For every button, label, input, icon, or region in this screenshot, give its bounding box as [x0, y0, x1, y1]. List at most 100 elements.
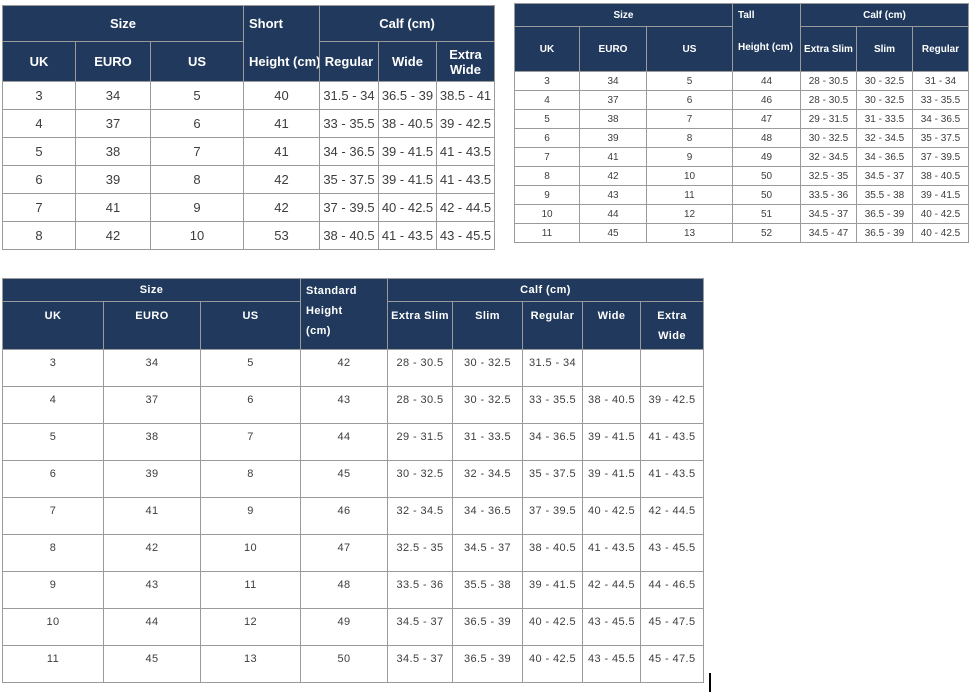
table-cell [582, 349, 641, 387]
table-cell: 44 [579, 204, 647, 224]
table-cell: 37 - 39.5 [912, 147, 969, 167]
table-cell: 35 - 37.5 [912, 128, 969, 148]
table-cell: 50 [732, 166, 801, 186]
table-cell: 48 [300, 571, 388, 609]
table-cell: 39 - 41.5 [378, 137, 437, 166]
table-cell: 6 [150, 109, 244, 138]
table-cell: 42 [300, 349, 388, 387]
table-cell: 28 - 30.5 [800, 90, 857, 110]
height-column-header: Standard Height (cm) [300, 278, 388, 350]
table-cell: 29 - 31.5 [800, 109, 857, 129]
table-cell: 34 - 36.5 [522, 423, 583, 461]
table-cell: 38 - 40.5 [319, 221, 379, 250]
col-header-extra-slim: Extra Slim [387, 301, 453, 350]
col-header-wide: Wide [378, 41, 437, 82]
col-header-extra-wide: Extra Wide [640, 301, 704, 350]
table-cell: 30 - 32.5 [452, 386, 523, 424]
table-cell: 35.5 - 38 [856, 185, 913, 205]
col-header-slim: Slim [856, 26, 913, 72]
col-header-us: US [200, 301, 301, 350]
table-cell: 7 [2, 193, 76, 222]
table-cell: 7 [514, 147, 580, 167]
table-cell: 8 [514, 166, 580, 186]
table-row: 7 41 9 46 32 - 34.5 34 - 36.5 37 - 39.5 40 - 42… [2, 497, 704, 535]
table-cell: 11 [514, 223, 580, 243]
table-cell: 34.5 - 37 [856, 166, 913, 186]
table-cell: 41 - 43.5 [435, 165, 496, 194]
table-cell: 46 [732, 90, 801, 110]
table-cell: 5 [150, 81, 244, 110]
table-cell: 41 [243, 109, 320, 138]
table-cell: 3 [514, 71, 580, 91]
table-cell: 34 - 36.5 [452, 497, 523, 535]
col-header-regular: Regular [319, 41, 379, 82]
table-row: 4 37 6 46 28 - 30.5 30 - 32.5 33 - 35.5 [514, 90, 969, 110]
table-cell: 41 - 43.5 [640, 423, 704, 461]
table-cell: 12 [200, 608, 301, 646]
table-cell: 11 [646, 185, 733, 205]
table-cell: 42 - 44.5 [582, 571, 641, 609]
table-cell: 33.5 - 36 [387, 571, 453, 609]
col-header-euro: EURO [103, 301, 201, 350]
table-cell: 41 - 43.5 [640, 460, 704, 498]
table-row: 7 41 9 42 37 - 39.5 40 - 42.5 42 - 44.5 [2, 193, 496, 222]
table-cell [640, 349, 704, 387]
table-cell: 10 [150, 221, 244, 250]
size-group-header: Size [2, 5, 244, 42]
table-cell: 39 - 41.5 [582, 460, 641, 498]
table-cell: 3 [2, 81, 76, 110]
col-header-uk: UK [514, 26, 580, 72]
col-header-regular: Regular [912, 26, 969, 72]
table-cell: 33 - 35.5 [319, 109, 379, 138]
table-cell: 9 [646, 147, 733, 167]
table-cell: 43 - 45.5 [582, 608, 641, 646]
short-table-body: 3 34 5 40 31.5 - 34 36.5 - 39 38.5 - 41 4 37 6 41 3… [2, 81, 496, 250]
table-cell: 38 - 40.5 [378, 109, 437, 138]
height-unit-label: Height (cm) [249, 53, 320, 69]
table-cell: 5 [200, 349, 301, 387]
table-cell: 5 [2, 137, 76, 166]
tall-size-chart-table: Size Tall Height (cm) Calf (cm) UK EURO … [514, 3, 969, 243]
table-cell: 32.5 - 35 [800, 166, 857, 186]
table-cell: 4 [514, 90, 580, 110]
standard-size-chart-table: Size Standard Height (cm) Calf (cm) UK E… [2, 278, 704, 683]
table-cell: 38.5 - 41 [435, 81, 496, 110]
table-cell: 31.5 - 34 [522, 349, 583, 387]
col-header-us: US [150, 41, 244, 82]
table-cell: 38 [579, 109, 647, 129]
table-cell: 42 [103, 534, 201, 572]
table-row: 5 38 7 41 34 - 36.5 39 - 41.5 41 - 43.5 [2, 137, 496, 166]
table-cell: 32 - 34.5 [856, 128, 913, 148]
table-cell: 30 - 32.5 [856, 90, 913, 110]
table-cell: 37 [579, 90, 647, 110]
height-type-label: Standard [306, 284, 357, 297]
table-cell: 40 - 42.5 [522, 645, 583, 683]
table-row: 4 37 6 43 28 - 30.5 30 - 32.5 33 - 35.5 38 - 40… [2, 386, 704, 424]
table-cell: 5 [514, 109, 580, 129]
table-cell: 37 [103, 386, 201, 424]
table-cell: 43 - 45.5 [435, 221, 496, 250]
table-cell: 9 [514, 185, 580, 205]
height-column-header: Short Height (cm) [243, 5, 320, 82]
table-cell: 47 [732, 109, 801, 129]
table-cell: 7 [150, 137, 244, 166]
table-cell: 40 [243, 81, 320, 110]
table-cell: 45 - 47.5 [640, 608, 704, 646]
table-row: 6 39 8 45 30 - 32.5 32 - 34.5 35 - 37.5 39 - 41… [2, 460, 704, 498]
table-cell: 40 - 42.5 [522, 608, 583, 646]
col-header-us: US [646, 26, 733, 72]
table-cell: 45 [300, 460, 388, 498]
table-cell: 48 [732, 128, 801, 148]
table-cell: 9 [150, 193, 244, 222]
table-cell: 40 - 42.5 [912, 223, 969, 243]
table-cell: 4 [2, 109, 76, 138]
table-cell: 10 [200, 534, 301, 572]
table-cell: 33 - 35.5 [522, 386, 583, 424]
table-cell: 12 [646, 204, 733, 224]
table-cell: 3 [2, 349, 104, 387]
table-cell: 33 - 35.5 [912, 90, 969, 110]
table-cell: 38 [75, 137, 151, 166]
height-type-label: Short [249, 16, 283, 31]
table-cell: 36.5 - 39 [856, 223, 913, 243]
table-cell: 11 [2, 645, 104, 683]
